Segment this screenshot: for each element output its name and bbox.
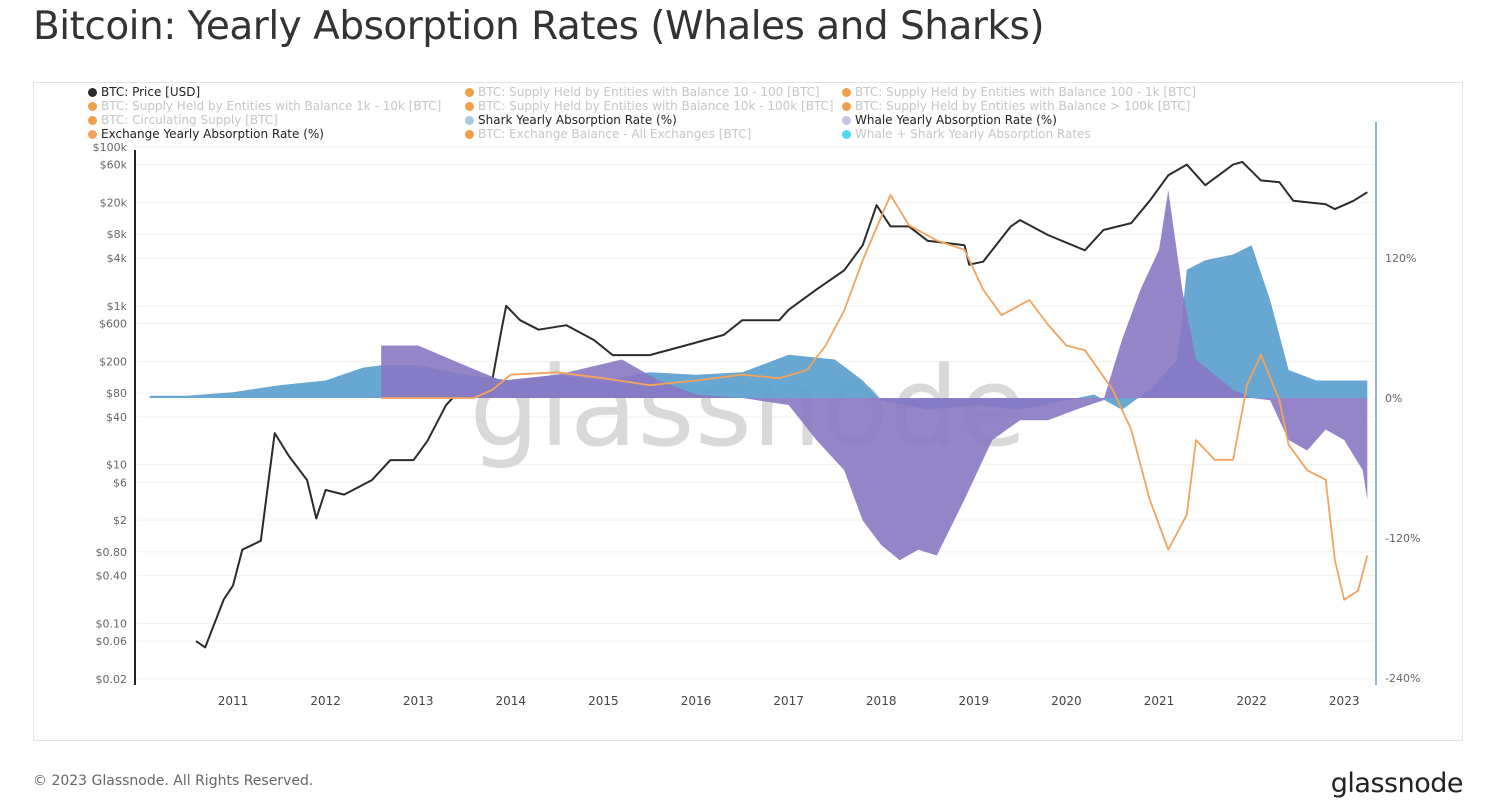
legend-label: BTC: Supply Held by Entities with Balanc… <box>101 99 442 113</box>
left-axis-tick-label: $0.80 <box>96 546 128 559</box>
legend-item[interactable]: Exchange Yearly Absorption Rate (%) <box>88 127 324 141</box>
legend-item[interactable]: BTC: Price [USD] <box>88 85 200 99</box>
legend-item[interactable]: Whale Yearly Absorption Rate (%) <box>842 113 1057 127</box>
left-axis-tick-label: $0.40 <box>96 570 128 583</box>
left-axis-tick-label: $200 <box>99 355 127 368</box>
x-axis-tick-label: 2015 <box>588 694 619 708</box>
x-axis-tick-label: 2022 <box>1236 694 1267 708</box>
left-axis-tick-label: $0.06 <box>96 635 128 648</box>
series-line-btc-price-usd <box>195 160 1368 649</box>
legend-dot-icon <box>465 130 474 139</box>
left-axis-tick-label: $20k <box>100 197 128 210</box>
left-axis-tick-label: $0.10 <box>96 617 128 630</box>
legend-dot-icon <box>88 88 97 97</box>
legend-dot-icon <box>88 116 97 125</box>
legend-label: BTC: Supply Held by Entities with Balanc… <box>855 99 1191 113</box>
left-axis-tick-label: $60k <box>100 159 128 172</box>
right-axis-tick-label: 0% <box>1385 392 1402 405</box>
legend-label: Whale Yearly Absorption Rate (%) <box>855 113 1057 127</box>
legend-label: Exchange Yearly Absorption Rate (%) <box>101 127 324 141</box>
x-axis-tick-label: 2017 <box>773 694 804 708</box>
legend-dot-icon <box>842 102 851 111</box>
legend-item[interactable]: Shark Yearly Absorption Rate (%) <box>465 113 677 127</box>
page-title: Bitcoin: Yearly Absorption Rates (Whales… <box>33 4 1045 49</box>
legend-dot-icon <box>88 130 97 139</box>
left-axis-tick-label: $8k <box>107 228 128 241</box>
x-axis-tick-label: 2020 <box>1051 694 1082 708</box>
legend-label: BTC: Circulating Supply [BTC] <box>101 113 278 127</box>
legend-item[interactable]: BTC: Supply Held by Entities with Balanc… <box>842 85 1196 99</box>
left-axis-tick-label: $1k <box>107 300 128 313</box>
x-axis-tick-label: 2013 <box>403 694 434 708</box>
legend-item[interactable]: BTC: Supply Held by Entities with Balanc… <box>465 99 834 113</box>
legend-item[interactable]: BTC: Circulating Supply [BTC] <box>88 113 278 127</box>
x-axis-tick-label: 2023 <box>1329 694 1360 708</box>
left-axis-tick-label: $600 <box>99 317 127 330</box>
legend-label: Whale + Shark Yearly Absorption Rates <box>855 127 1091 141</box>
x-axis-tick-label: 2011 <box>218 694 249 708</box>
brand-logo: glassnode <box>1330 768 1464 799</box>
left-axis-tick-label: $80 <box>106 387 127 400</box>
left-axis-tick-label: $100k <box>93 141 128 154</box>
legend-label: BTC: Supply Held by Entities with Balanc… <box>478 85 820 99</box>
legend-item[interactable]: Whale + Shark Yearly Absorption Rates <box>842 127 1091 141</box>
left-axis-tick-label: $40 <box>106 411 127 424</box>
legend-dot-icon <box>842 88 851 97</box>
chart-frame <box>33 82 1463 741</box>
legend-dot-icon <box>465 102 474 111</box>
x-axis-tick-label: 2016 <box>681 694 712 708</box>
x-axis-tick-label: 2018 <box>866 694 897 708</box>
legend-label: Shark Yearly Absorption Rate (%) <box>478 113 677 127</box>
legend-label: BTC: Exchange Balance - All Exchanges [B… <box>478 127 752 141</box>
legend-dot-icon <box>465 88 474 97</box>
right-axis-tick-label: 120% <box>1385 252 1416 265</box>
legend-dot-icon <box>842 130 851 139</box>
right-axis-tick-label: -240% <box>1385 672 1420 685</box>
legend-dot-icon <box>88 102 97 111</box>
x-axis-tick-label: 2014 <box>496 694 527 708</box>
left-axis-tick-label: $10 <box>106 459 127 472</box>
legend-item[interactable]: BTC: Supply Held by Entities with Balanc… <box>842 99 1190 113</box>
right-axis-tick-label: -120% <box>1385 532 1420 545</box>
left-axis-tick-label: $0.02 <box>96 673 128 686</box>
legend-item[interactable]: BTC: Supply Held by Entities with Balanc… <box>88 99 441 113</box>
legend-label: BTC: Supply Held by Entities with Balanc… <box>855 85 1197 99</box>
left-axis-tick-label: $6 <box>113 476 127 489</box>
x-axis-tick-label: 2021 <box>1144 694 1175 708</box>
left-axis-tick-label: $2 <box>113 514 127 527</box>
legend-dot-icon <box>842 116 851 125</box>
series-line-exchange-yearly-absorption-rate <box>381 194 1369 601</box>
x-axis-tick-label: 2012 <box>310 694 341 708</box>
left-axis-tick-label: $4k <box>107 252 128 265</box>
legend-label: BTC: Supply Held by Entities with Balanc… <box>478 99 834 113</box>
x-axis-tick-label: 2019 <box>959 694 990 708</box>
legend-item[interactable]: BTC: Supply Held by Entities with Balanc… <box>465 85 820 99</box>
copyright: © 2023 Glassnode. All Rights Reserved. <box>33 773 314 789</box>
legend-dot-icon <box>465 116 474 125</box>
legend-item[interactable]: BTC: Exchange Balance - All Exchanges [B… <box>465 127 751 141</box>
legend-label: BTC: Price [USD] <box>101 85 201 99</box>
